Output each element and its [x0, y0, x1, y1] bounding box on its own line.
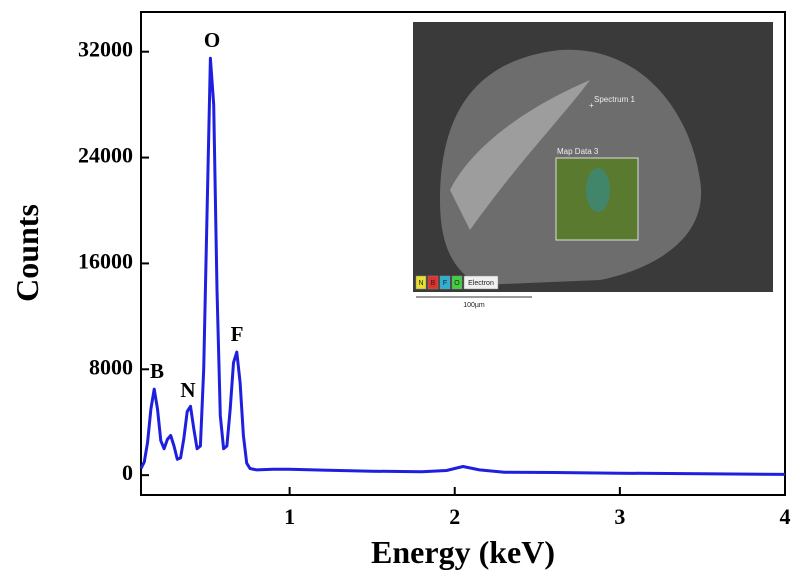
plot-frame — [140, 11, 786, 496]
peak-label: N — [180, 378, 195, 402]
peak-label: O — [204, 28, 220, 52]
y-tick-label: 32000 — [78, 37, 133, 62]
legend-label: O — [454, 280, 460, 287]
scale-label: 100µm — [463, 302, 485, 309]
legend-swatch — [427, 275, 439, 290]
y-tick-label: 16000 — [78, 248, 133, 273]
legend-label: B — [431, 280, 436, 287]
inset-cross: + — [589, 101, 594, 110]
x-axis-title: Energy (keV) — [371, 534, 555, 570]
inset: Spectrum 1 + Map Data 3 N B F O Electron 100… — [413, 22, 773, 309]
y-tick-label: 0 — [122, 460, 133, 485]
legend-label: F — [443, 280, 447, 287]
x-tick-label: 2 — [449, 504, 460, 529]
inset-map-label: Map Data 3 — [557, 147, 599, 156]
inset-legend: N B F O Electron — [415, 275, 499, 290]
legend-label: Electron — [468, 280, 494, 287]
y-axis-title: Counts — [9, 204, 45, 302]
peak-label: B — [150, 359, 164, 383]
inset-map-spot — [586, 168, 610, 212]
legend-swatch — [451, 275, 463, 290]
legend-swatch — [463, 275, 499, 290]
peak-label: F — [231, 322, 244, 346]
y-tick-label: 24000 — [78, 143, 133, 168]
x-tick-label: 4 — [780, 504, 791, 529]
spectrum-line — [139, 56, 786, 476]
y-tick-label: 8000 — [89, 354, 133, 379]
legend-swatch — [415, 275, 427, 290]
inset-spectrum-label: Spectrum 1 — [594, 95, 635, 104]
legend-label: N — [418, 280, 423, 287]
x-tick-label: 3 — [614, 504, 625, 529]
x-tick-label: 1 — [284, 504, 295, 529]
inset-highlight — [450, 80, 590, 230]
legend-swatch — [439, 275, 451, 290]
